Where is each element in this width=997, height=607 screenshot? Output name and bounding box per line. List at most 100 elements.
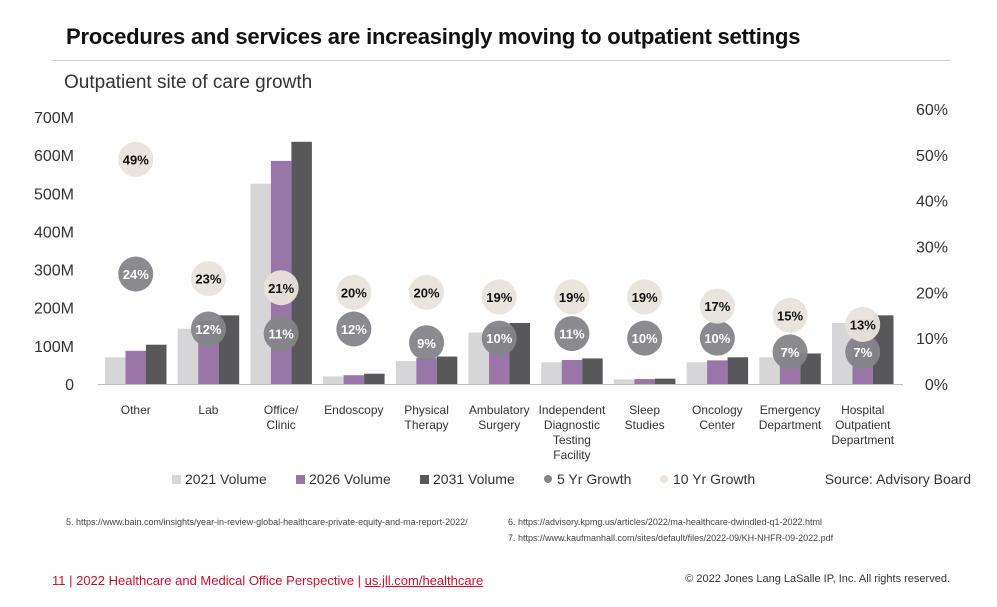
growth-bubble-5-yr-growth <box>409 325 445 361</box>
growth-label: 10% <box>486 331 512 346</box>
category-label: Oncology <box>692 403 743 417</box>
y-left-tick-label: 700M <box>34 110 74 127</box>
growth-bubble-10-yr-growth <box>263 270 299 306</box>
category-label: Testing <box>553 433 591 447</box>
y-right-tick-label: 30% <box>916 240 948 257</box>
y-right-tick-label: 60% <box>916 102 948 119</box>
growth-label: 15% <box>777 308 803 323</box>
y-right-tick-label: 50% <box>916 148 948 165</box>
y-left-tick-label: 400M <box>34 224 74 241</box>
outpatient-growth-chart: 0 100M 200M 300M 400M 500M 600M 700M 0% 10% 20% 30%… <box>34 102 948 462</box>
growth-label: 12% <box>195 322 221 337</box>
bar-2026-volume <box>561 359 583 384</box>
category-label: Clinic <box>266 418 295 432</box>
growth-bubble-5-yr-growth <box>627 320 663 356</box>
y-right-tick-label: 40% <box>916 194 948 211</box>
title-divider <box>52 60 950 61</box>
growth-label: 7% <box>781 345 800 360</box>
copyright-notice: © 2022 Jones Lang LaSalle IP, Inc. All r… <box>685 573 950 585</box>
growth-bubble-5-yr-growth <box>481 320 517 356</box>
bar-2026-volume <box>416 358 437 384</box>
category-label: Ambulatory <box>469 403 530 417</box>
category-label: Studies <box>625 418 665 432</box>
growth-bubble-5-yr-growth <box>554 316 590 352</box>
category-label: Outpatient <box>835 418 891 432</box>
growth-label: 20% <box>341 285 367 300</box>
legend-item-2021-volume: 2021 Volume <box>172 471 267 487</box>
growth-label: 13% <box>850 317 876 332</box>
category-label: Surgery <box>478 418 520 432</box>
legend-dot-5yr <box>544 475 552 483</box>
growth-bubble-5-yr-growth <box>845 334 881 370</box>
bar-2026-volume <box>634 379 655 384</box>
footnote-6: 6. https://advisory.kpmg.us/articles/202… <box>508 517 822 527</box>
growth-bubble-10-yr-growth <box>190 261 226 297</box>
growth-bubble-5-yr-growth <box>190 311 226 347</box>
y-left-tick-label: 200M <box>34 301 74 318</box>
bar-2031-volume <box>654 378 676 384</box>
growth-bubble-5-yr-growth <box>699 320 735 356</box>
legend-label-2026: 2026 Volume <box>309 471 391 487</box>
bar-2021-volume <box>686 362 708 384</box>
y-right-tick-label: 20% <box>916 285 948 302</box>
growth-label: 9% <box>417 336 436 351</box>
legend-label-5yr: 5 Yr Growth <box>557 471 632 487</box>
growth-label: 20% <box>414 285 440 300</box>
growth-bubble-10-yr-growth <box>481 279 517 315</box>
bar-2031-volume <box>364 373 385 384</box>
growth-label: 10% <box>704 331 730 346</box>
category-label: Diagnostic <box>544 418 600 432</box>
y-left-tick-label: 300M <box>34 263 74 280</box>
footer-page-label: 11 | 2022 Healthcare and Medical Office … <box>52 573 365 588</box>
growth-label: 11% <box>559 327 585 342</box>
category-label: Facility <box>553 448 590 462</box>
bar-2021-volume <box>177 328 199 384</box>
legend-item-5yr-growth: 5 Yr Growth <box>544 471 631 487</box>
bar-2021-volume <box>832 322 853 384</box>
footnote-7: 7. https://www.kaufmanhall.com/sites/def… <box>508 533 834 543</box>
category-label: Lab <box>198 403 218 417</box>
y-right-tick-label: 10% <box>916 331 948 348</box>
category-label: Emergency <box>760 403 821 417</box>
growth-bubble-10-yr-growth <box>627 279 663 315</box>
legend-item-10yr-growth: 10 Yr Growth <box>660 471 755 487</box>
legend-label-2021: 2021 Volume <box>185 471 267 487</box>
category-label: Office/ <box>264 403 299 417</box>
growth-label: 17% <box>704 299 730 314</box>
chart-source: Source: Advisory Board <box>824 471 971 487</box>
growth-label: 19% <box>632 290 658 305</box>
bar-2021-volume <box>759 357 780 384</box>
legend-label-10yr: 10 Yr Growth <box>673 471 756 487</box>
bar-2026-volume <box>125 350 146 384</box>
growth-label: 23% <box>195 272 221 287</box>
category-label: Physical <box>404 403 449 417</box>
chart-subtitle: Outpatient site of care growth <box>64 72 313 93</box>
growth-bubble-10-yr-growth <box>409 274 445 310</box>
bar-2021-volume <box>105 357 126 384</box>
bar-2026-volume <box>343 375 365 384</box>
y-left-tick-label: 0 <box>65 377 74 394</box>
category-label: Independent <box>539 403 606 417</box>
bar-2021-volume <box>395 361 417 384</box>
growth-bubble-5-yr-growth <box>772 334 808 370</box>
growth-label: 12% <box>341 322 367 337</box>
bar-2021-volume <box>323 376 344 384</box>
legend-swatch-2031 <box>420 475 429 484</box>
bar-2031-volume <box>800 353 821 384</box>
category-label: Center <box>699 418 735 432</box>
category-label: Department <box>759 418 822 432</box>
growth-label: 49% <box>123 152 149 167</box>
growth-label: 21% <box>268 281 294 296</box>
growth-label: 24% <box>123 267 149 282</box>
bar-2026-volume <box>707 360 728 384</box>
category-label: Endoscopy <box>324 403 383 417</box>
y-left-tick-label: 600M <box>34 148 74 165</box>
footer-link[interactable]: us.jll.com/healthcare <box>364 573 484 588</box>
growth-bubble-5-yr-growth <box>118 256 154 292</box>
page-footer: 11 | 2022 Healthcare and Medical Office … <box>52 573 483 588</box>
bar-2031-volume <box>146 344 167 384</box>
bar-2031-volume <box>582 358 603 384</box>
footnote-5: 5. https://www.bain.com/insights/year-in… <box>66 517 468 527</box>
legend-label-2031: 2031 Volume <box>433 471 515 487</box>
y-left-tick-label: 100M <box>34 339 74 356</box>
